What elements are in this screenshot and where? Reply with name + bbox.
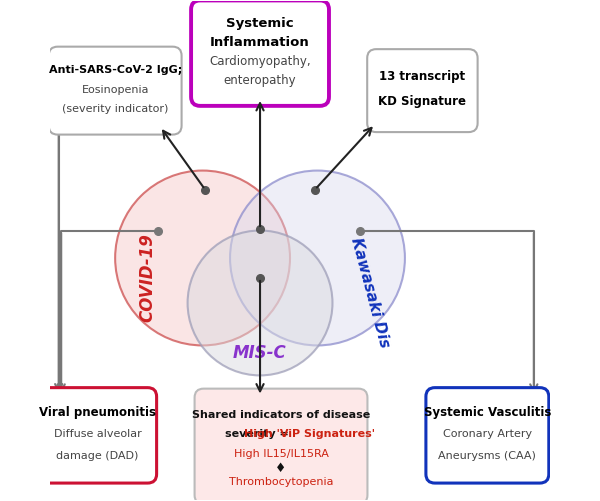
Text: Cardiomyopathy,: Cardiomyopathy, xyxy=(209,55,311,68)
Text: Anti-SARS-CoV-2 IgG;: Anti-SARS-CoV-2 IgG; xyxy=(49,65,182,75)
Circle shape xyxy=(230,170,405,345)
Text: High IL15/IL15RA: High IL15/IL15RA xyxy=(233,449,328,459)
Text: Aneurysms (CAA): Aneurysms (CAA) xyxy=(439,451,536,461)
Text: Systemic Vasculitis: Systemic Vasculitis xyxy=(424,406,551,419)
Text: Kawasaki Dis: Kawasaki Dis xyxy=(348,236,392,350)
Text: ♦: ♦ xyxy=(275,462,287,475)
FancyBboxPatch shape xyxy=(191,1,329,106)
Text: KD Signature: KD Signature xyxy=(379,95,466,108)
Text: Diffuse alveolar: Diffuse alveolar xyxy=(54,429,142,439)
Text: Systemic: Systemic xyxy=(226,17,294,30)
FancyBboxPatch shape xyxy=(426,388,549,483)
Text: Eosinopenia: Eosinopenia xyxy=(82,85,149,95)
Text: Shared indicators of disease: Shared indicators of disease xyxy=(192,410,370,420)
Text: (severity indicator): (severity indicator) xyxy=(62,104,169,114)
Text: Thrombocytopenia: Thrombocytopenia xyxy=(229,477,333,487)
Text: enteropathy: enteropathy xyxy=(224,74,296,87)
FancyBboxPatch shape xyxy=(367,49,478,132)
FancyBboxPatch shape xyxy=(49,47,182,135)
Text: COVID-19: COVID-19 xyxy=(139,233,157,323)
Circle shape xyxy=(188,230,332,375)
Text: High 'ViP Signatures': High 'ViP Signatures' xyxy=(244,429,376,439)
Text: Inflammation: Inflammation xyxy=(210,36,310,49)
FancyBboxPatch shape xyxy=(39,388,157,483)
Text: damage (DAD): damage (DAD) xyxy=(56,451,139,461)
Text: MIS-C: MIS-C xyxy=(233,344,287,362)
Text: 13 transcript: 13 transcript xyxy=(379,70,466,83)
Text: Coronary Artery: Coronary Artery xyxy=(443,429,532,439)
Text: severity =: severity = xyxy=(225,429,292,439)
FancyBboxPatch shape xyxy=(194,389,367,501)
Text: Viral pneumonitis: Viral pneumonitis xyxy=(39,406,156,419)
Circle shape xyxy=(115,170,290,345)
